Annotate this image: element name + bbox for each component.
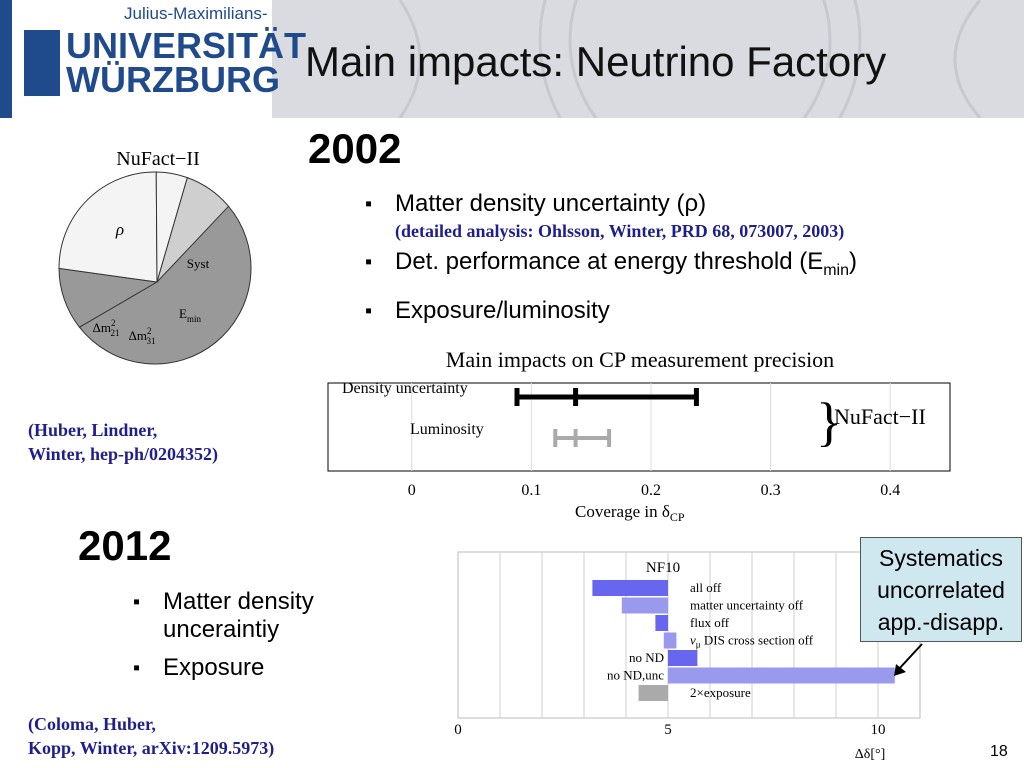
- bar-label: matter uncertainty off: [690, 598, 804, 613]
- range-chart-cp-precision: Main impacts on CP measurement precision…: [327, 347, 951, 524]
- range-xlabel: Coverage in δCP: [575, 502, 685, 524]
- bar-tick-label: 0: [454, 722, 462, 738]
- range-tick-label: 0.3: [761, 482, 781, 499]
- bar-mark: [638, 685, 668, 701]
- range-chart-frame: [327, 382, 951, 472]
- systematics-callout: Systematics uncorrelated app.-disapp.: [860, 537, 1022, 642]
- range-xlabel-sub: CP: [670, 510, 685, 524]
- citation-line: Winter, hep-ph/0204352): [28, 444, 219, 464]
- bar-label: flux off: [690, 615, 730, 630]
- pie-slice: [78, 205, 252, 365]
- range-tick-label: 0: [408, 482, 416, 499]
- bar-mark: [592, 580, 668, 596]
- bullet-matter-density: Matter density uncertainty (ρ) (detailed…: [365, 190, 1005, 244]
- logo-bar: [0, 0, 12, 118]
- pie-slice: [58, 171, 158, 283]
- bar-label: νμ DIS cross section off: [690, 633, 814, 650]
- bar-mark: [668, 667, 895, 684]
- pie-chart-nufact: NuFact−II ρ Syst Emin Δm2 31 Δm2 21: [58, 148, 252, 365]
- range-xlabel-main: Coverage in δ: [575, 502, 670, 521]
- bullet-text-line2: uncerainti​y: [163, 616, 280, 643]
- year-2002: 2002: [308, 125, 402, 172]
- university-logo: Julius-Maximilians- UNIVERSITÄT WÜRZBURG: [0, 0, 306, 118]
- bullet-text: Exposure/luminosity: [395, 296, 610, 324]
- range-series-label: NuFact−II: [834, 404, 926, 429]
- bar-tick-label: 10: [871, 722, 886, 738]
- header-banner: Julius-Maximilians- UNIVERSITÄT WÜRZBURG: [0, 0, 1024, 118]
- callout-line: Systematics: [879, 545, 1003, 571]
- range-tick-label: 0.4: [880, 482, 900, 499]
- bullet-det-performance: Det. performance at energy threshold (Em…: [365, 248, 1005, 285]
- bar-xlabel: Δδ[°]: [855, 747, 886, 762]
- bullet-tail: ): [849, 248, 857, 275]
- pie-slice-label: Δm2 21: [93, 318, 120, 338]
- pie-slice-label: ρ: [115, 220, 124, 239]
- pie-slice-label: Δm2 31: [129, 326, 156, 346]
- bar-label: no ND: [629, 650, 664, 665]
- bar-chart-frame: [457, 551, 921, 719]
- bullet-exposure-2012: Exposure: [133, 654, 393, 682]
- logo-line2: WÜRZBURG: [66, 59, 280, 100]
- seal-watermark: [398, 0, 982, 118]
- citation-line: Kopp, Winter, arXiv:1209.5973): [28, 738, 275, 758]
- bar-label: 2×exposure: [690, 685, 751, 700]
- bullet-exposure-luminosity: Exposure/luminosity: [365, 297, 1005, 325]
- bar-mark: [621, 597, 668, 614]
- pie-title: NuFact−II: [116, 148, 199, 170]
- bullet-subscript: min: [823, 261, 849, 279]
- range-row-label: Luminosity: [410, 421, 484, 438]
- callout-line: uncorrelated: [877, 577, 1005, 603]
- year-2012: 2012: [78, 522, 172, 569]
- bullet-text: Matter density: [163, 588, 314, 615]
- bar-label: all off: [690, 580, 722, 595]
- page-number: 18: [990, 743, 1008, 760]
- callout-arrow-icon: [894, 643, 923, 676]
- bar-tick-label: 5: [664, 722, 672, 738]
- bullet-matter-density-2012: Matter density uncerainti​y: [133, 588, 393, 644]
- citation-line: (Coloma, Huber,: [28, 714, 156, 734]
- citation-huber: (Huber, Lindner, Winter, hep-ph/0204352): [28, 418, 218, 466]
- range-row-label: Density uncertainty: [342, 380, 468, 397]
- bar-mark: [655, 615, 668, 631]
- pie-slice: [156, 176, 230, 283]
- bar-chart-title: NF10: [646, 560, 680, 576]
- range-tick-label: 0.1: [521, 482, 541, 499]
- bullet-text: Det. performance at energy threshold (E: [395, 248, 824, 275]
- citation-line: (Huber, Lindner,: [28, 420, 158, 440]
- citation-coloma: (Coloma, Huber, Kopp, Winter, arXiv:1209…: [28, 712, 274, 760]
- slide-title: Main impacts: Neutrino Factory: [305, 38, 887, 85]
- bullet-text: Exposure: [163, 654, 265, 681]
- ohlsson-reference: (detailed analysis: Ohlsson, Winter, PRD…: [395, 221, 845, 241]
- logo-square: [24, 30, 60, 96]
- bar-mark: [663, 632, 677, 649]
- bullet-text: Matter density uncertainty (ρ): [395, 190, 707, 217]
- bar-label: no ND,unc: [607, 668, 664, 683]
- bar-mark: [668, 650, 698, 666]
- range-chart-title: Main impacts on CP measurement precision: [446, 347, 834, 372]
- bullets-2012: Matter density uncerainti​y Exposure: [133, 588, 393, 682]
- logo-small-text: Julius-Maximilians-: [124, 4, 268, 23]
- logo-line1: UNIVERSITÄT: [66, 25, 307, 66]
- pie-slice-label: Emin: [179, 306, 201, 324]
- bar-chart-nf10: NF10 all off matter uncertainty off flux o…: [454, 551, 921, 762]
- callout-line: app.-disapp.: [877, 609, 1005, 635]
- pie-slice-label: Syst: [187, 256, 210, 271]
- range-tick-label: 0.2: [641, 482, 661, 499]
- range-brace: }: [816, 392, 842, 452]
- bullets-2002: Matter density uncertainty (ρ) (detailed…: [365, 190, 1005, 325]
